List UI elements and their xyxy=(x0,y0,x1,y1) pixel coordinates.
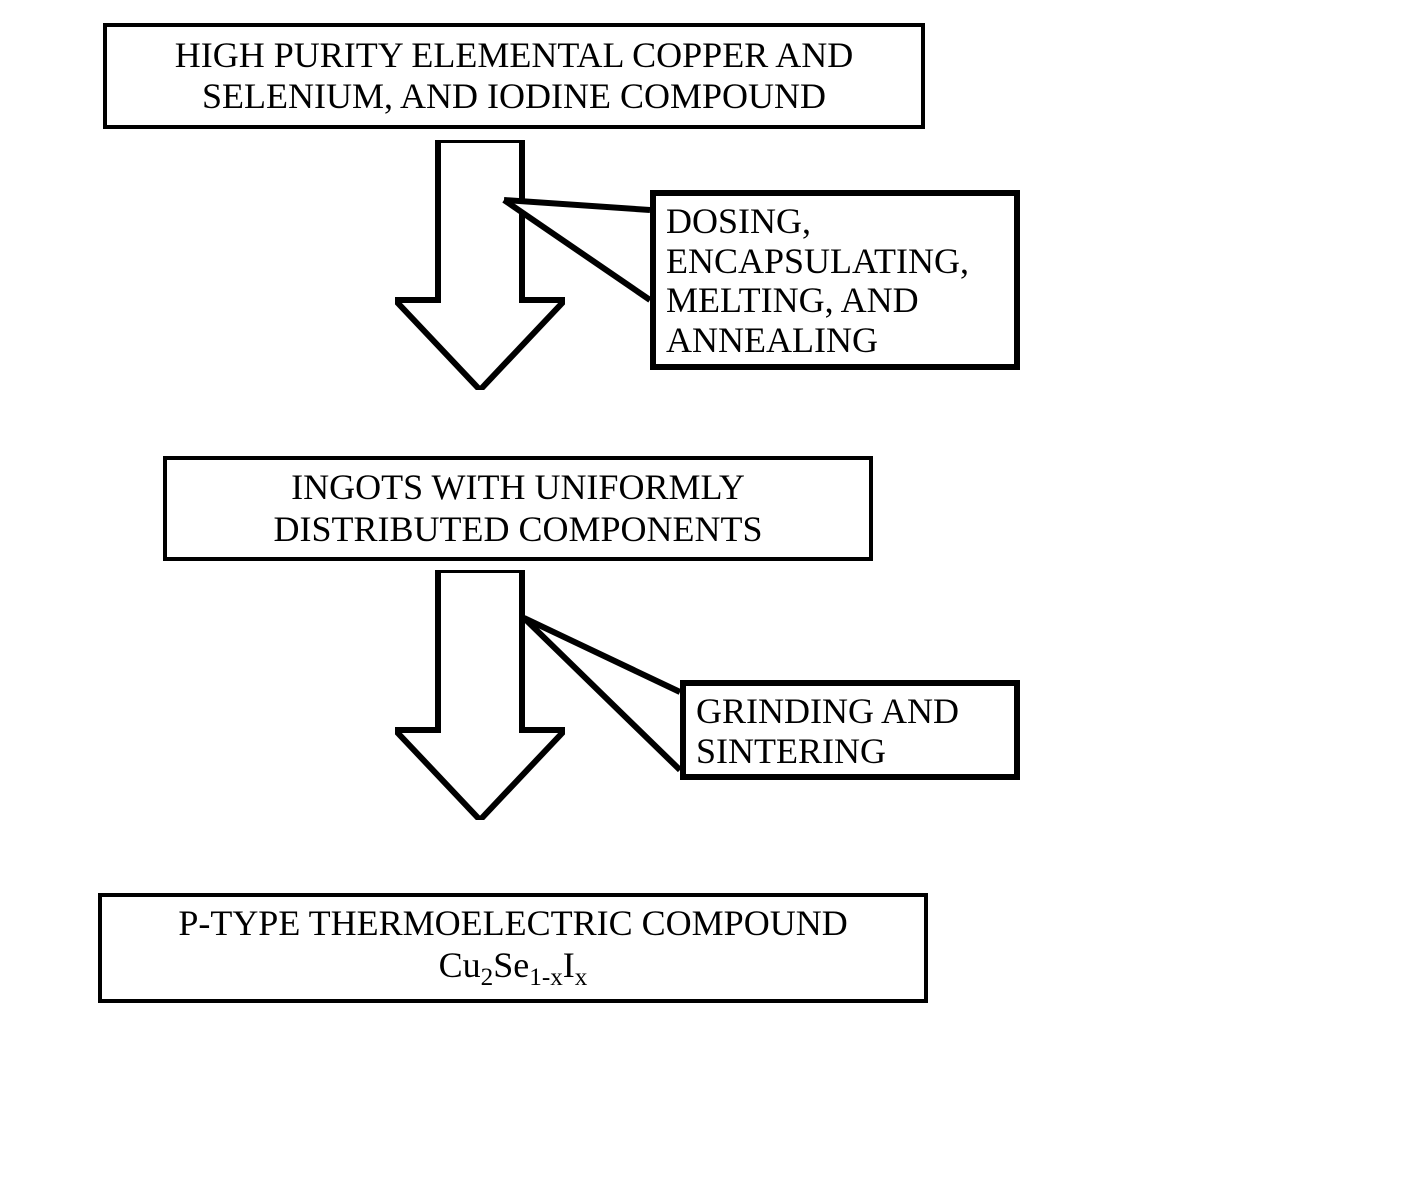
formula-sub-1mx: 1-x xyxy=(529,964,563,991)
callout2-line2: SINTERING xyxy=(696,732,1004,772)
step-box-product: P-TYPE THERMOELECTRIC COMPOUND Cu2Se1-xI… xyxy=(98,893,928,1003)
box1-line2: SELENIUM, AND IODINE COMPOUND xyxy=(202,76,826,117)
step-box-raw-materials: HIGH PURITY ELEMENTAL COPPER AND SELENIU… xyxy=(103,23,925,129)
box2-line1: INGOTS WITH UNIFORMLY xyxy=(291,467,745,508)
box3-formula: Cu2Se1-xIx xyxy=(439,945,588,993)
callout1-line3: MELTING, AND xyxy=(666,281,1004,321)
callout1-line4: ANNEALING xyxy=(666,321,1004,361)
callout1-line2: ENCAPSULATING, xyxy=(666,242,1004,282)
callout-processing-steps-2: GRINDING AND SINTERING xyxy=(680,680,1020,780)
box2-line2: DISTRIBUTED COMPONENTS xyxy=(273,509,762,550)
box1-line1: HIGH PURITY ELEMENTAL COPPER AND xyxy=(175,35,853,76)
callout-1-tail xyxy=(494,190,660,310)
formula-cu: Cu xyxy=(439,945,481,985)
formula-se: Se xyxy=(493,945,529,985)
step-box-ingots: INGOTS WITH UNIFORMLY DISTRIBUTED COMPON… xyxy=(163,456,873,561)
callout2-line1: GRINDING AND xyxy=(696,692,1004,732)
formula-sub-2: 2 xyxy=(481,964,494,991)
formula-sub-x: x xyxy=(575,964,588,991)
callout-processing-steps-1: DOSING, ENCAPSULATING, MELTING, AND ANNE… xyxy=(650,190,1020,370)
callout-2-tail xyxy=(514,608,690,780)
box3-line1: P-TYPE THERMOELECTRIC COMPOUND xyxy=(178,903,847,944)
callout1-line1: DOSING, xyxy=(666,202,1004,242)
formula-i: I xyxy=(563,945,575,985)
